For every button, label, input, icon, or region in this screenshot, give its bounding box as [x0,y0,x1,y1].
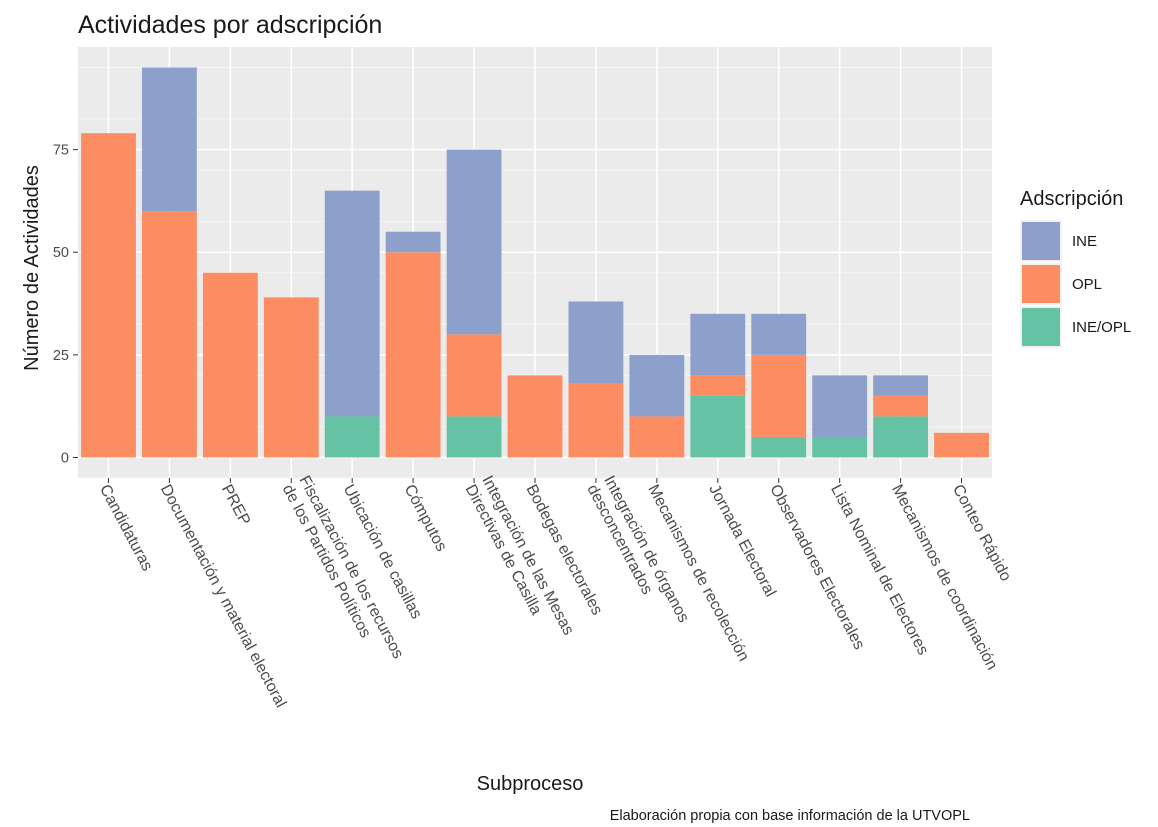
bar-segment-opl [385,252,441,458]
bar-segment-ine [385,231,441,253]
bar-segment-ine [568,301,624,384]
x-tick-label: Cómputos [401,482,450,554]
y-tick-label: 75 [53,143,69,159]
bar-segment-ine [751,313,807,355]
bar-segment-opl [81,133,136,458]
bar-segment-ine [812,375,868,437]
bar-segment-opl [568,383,624,458]
y-tick-label: 0 [61,450,69,466]
bar-segment-ine-opl [324,416,380,458]
bar-segment-opl [873,395,929,417]
bar-segment-opl [690,375,746,396]
legend-swatch [1022,222,1060,260]
legend-swatch [1022,265,1060,303]
bar-segment-opl [934,432,989,458]
x-tick-label: Candidaturas [96,482,156,574]
bar-segment-ine [629,354,685,417]
bar-segment-ine-opl [751,436,807,458]
bar-segment-opl [446,334,502,417]
y-axis-title: Número de Actividades [21,165,43,371]
bar-segment-ine-opl [812,436,868,458]
legend-label: INE/OPL [1072,319,1131,336]
x-axis-title: Subproceso [477,773,584,795]
y-tick-label: 25 [53,348,69,364]
bar-segment-ine [324,190,380,417]
bars [81,67,989,458]
bar-segment-opl [141,211,197,458]
bar-segment-opl [629,416,685,458]
legend-title: Adscripción [1020,188,1123,210]
bar-segment-ine-opl [873,416,929,458]
bar-segment-ine-opl [690,395,746,458]
bar-segment-ine-opl [446,416,502,458]
bar-segment-opl [751,354,807,437]
bar-segment-opl [507,375,563,458]
chart-title: Actividades por adscripción [78,11,382,39]
x-tick-label: Integración de las MesasDirectivas de Ca… [462,473,577,647]
chart-caption: Elaboración propia con base información … [610,808,970,824]
bar-segment-opl [202,272,258,458]
y-axis: 0 25 50 75 [53,143,78,466]
x-tick-label: Documentación y material electoral [157,482,289,711]
legend-label: INE [1072,233,1097,250]
x-tick-label: Jornada Electoral [705,482,778,600]
legend-label: OPL [1072,276,1102,293]
x-axis: Candidaturas Documentación y material ele… [96,473,1014,711]
bar-segment-ine [690,313,746,376]
bar-segment-ine [446,149,502,335]
y-tick-label: 50 [53,245,69,261]
legend: Adscripción INE OPL INE/OPL [1020,188,1131,348]
legend-swatch [1022,308,1060,346]
bar-segment-ine [141,67,197,212]
x-tick-label: PREP [218,482,253,528]
bar-segment-opl [263,297,319,458]
x-tick-label: Conteo Rápido [949,482,1014,584]
bar-segment-ine [873,375,929,396]
x-tick-label: Mecanismos de coordinación [888,482,1000,673]
